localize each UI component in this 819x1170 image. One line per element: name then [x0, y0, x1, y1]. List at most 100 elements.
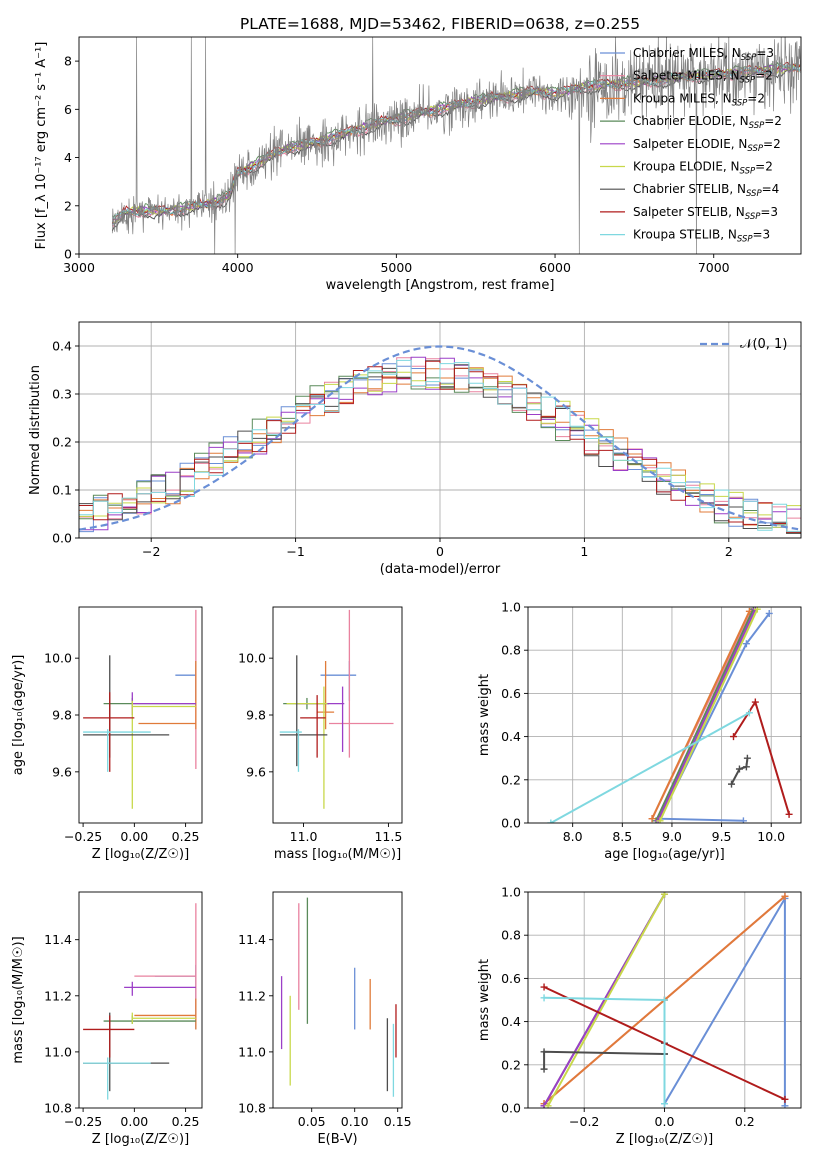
x-axis-label: wavelength [Angstrom, rest frame] [326, 278, 555, 293]
weight-marker [765, 609, 773, 617]
y-tick-label: 0.8 [501, 928, 521, 943]
errorbar-kroupa-elodie [131, 700, 196, 809]
errorbar-kroupa-miles [134, 998, 197, 1030]
x-tick-label: 11.5 [374, 829, 402, 844]
weight-marker [735, 765, 743, 773]
y-tick-label: 0.0 [52, 531, 72, 546]
y-tick-label: 0.0 [501, 1101, 521, 1116]
y-tick-label: 10.0 [44, 651, 72, 666]
weight-marker [656, 817, 664, 823]
x-tick-label: −0.2 [569, 1114, 599, 1129]
x-tick-label: 2 [725, 544, 733, 559]
y-tick-label: 1.0 [501, 600, 521, 615]
weight-line [651, 610, 751, 820]
x-tick-label: 9.5 [712, 829, 732, 844]
x-axis-label: mass [log₁₀(M/M☉)] [274, 847, 401, 862]
x-tick-label: 0.00 [120, 829, 148, 844]
y-tick-label: 0.4 [52, 339, 72, 354]
weight-marker [751, 698, 759, 706]
weight_vs_age-lines [547, 607, 793, 823]
weight-marker [540, 1048, 548, 1056]
errorbar-kroupa-elodie [131, 1012, 196, 1024]
weight-line [732, 699, 791, 815]
errorbar-salpeter-elodie [131, 692, 196, 715]
legend-label-salpeter-stelib: Salpeter STELIB, NSSP=3 [633, 205, 778, 222]
x-tick-label: 9.0 [662, 829, 682, 844]
weight-marker [781, 892, 789, 900]
x-tick-label: 3000 [63, 260, 95, 275]
x-tick-label: 0 [436, 544, 444, 559]
y-tick-label: 0.6 [501, 971, 521, 986]
data-layer [79, 37, 801, 1108]
series-chabrier-miles [661, 894, 789, 1108]
y-tick-label: 10.0 [238, 651, 266, 666]
x-tick-label: 5000 [380, 260, 412, 275]
y-tick-label: 0 [64, 247, 72, 262]
y-tick-label: 0.2 [52, 435, 72, 450]
errorbar-kroupa-stelib [83, 1057, 151, 1100]
age_vs_mass-points [279, 609, 394, 809]
weight-marker [661, 1100, 668, 1108]
x-tick-label: 0.05 [298, 1114, 326, 1129]
weight-line [657, 608, 757, 822]
y-tick-label: 10.8 [44, 1101, 72, 1116]
weight-marker [540, 994, 548, 1002]
errorbar-salpeter-elodie [124, 981, 196, 996]
y-axis-label: mass weight [477, 674, 492, 756]
weight-marker [729, 733, 737, 741]
mass_vs_Z-points [83, 903, 197, 1100]
weight-line [730, 758, 749, 785]
residuals-axes: −2 −1 0 1 2 0.0 0.1 0.2 0.3 0.4 (data-model)/error… [28, 321, 802, 577]
y-tick-label: 11.4 [238, 932, 266, 947]
y-tick-label: 11.0 [44, 1044, 72, 1059]
weight-marker [742, 640, 750, 648]
errorbar-kroupa-miles [317, 661, 335, 730]
series-kroupa-stelib [540, 994, 668, 1108]
x-tick-label: 0.15 [384, 1114, 412, 1129]
y-tick-label: 0.2 [501, 1057, 521, 1072]
weight-marker [781, 1102, 789, 1108]
legend-label-chabrier-miles: Chabrier MILES, NSSP=3 [633, 46, 774, 63]
axes-layer: 3000 4000 5000 6000 7000 0 2 4 6 8 wavelength [Ang… [11, 36, 802, 1147]
mass_vs_ebv-axes: 0.05 0.10 0.15 10.8 11.0 11.2 11.4 E(B-V) [238, 891, 412, 1147]
age_vs_Z-points [83, 609, 197, 809]
series-kroupa-elodie [544, 892, 668, 1108]
errorbar-salpeter-elodie [295, 686, 345, 752]
weight-marker [781, 1095, 789, 1103]
errorbar-salpeter-stelib [83, 1015, 135, 1058]
errorbar-salpeter-miles [329, 609, 394, 758]
x-tick-label: 0.25 [172, 829, 200, 844]
weight-marker [728, 780, 736, 788]
errorbar-chabrier-miles [175, 661, 197, 701]
y-tick-label: 4 [64, 150, 72, 165]
errorbar-kroupa-stelib [83, 729, 151, 772]
weight-line [663, 894, 786, 1106]
legend-label-salpeter-miles: Salpeter MILES, NSSP=2 [633, 69, 773, 86]
weight_vs_Z-axes: −0.2 0.0 0.2 0.0 0.2 0.4 0.6 0.8 1.0 Z [log₁₀(Z/Z… [477, 885, 802, 1147]
x-tick-label: 0.0 [655, 1114, 675, 1129]
weight-marker [547, 819, 555, 823]
x-tick-label: −0.25 [64, 1114, 102, 1129]
weight-line [658, 612, 770, 822]
y-axis-label: age [log₁₀(age/yr)] [11, 655, 26, 776]
x-tick-label: 11.0 [290, 829, 318, 844]
x-tick-label: 6000 [539, 260, 571, 275]
y-axis-label: Flux [f_λ 10⁻¹⁷ erg cm⁻² s⁻¹ A⁻¹] [34, 42, 49, 250]
y-axis-label: mass weight [477, 959, 492, 1041]
age_vs_Z-frame [78, 606, 203, 824]
y-axis-label: mass [log₁₀(M/M☉)] [11, 936, 26, 1063]
x-axis-label: Z [log₁₀(Z/Z☉)] [92, 1132, 189, 1147]
grid-layer [79, 322, 801, 1109]
weight-line [550, 711, 750, 823]
weight-marker [745, 709, 753, 717]
spectrum-axes: 3000 4000 5000 6000 7000 0 2 4 6 8 wavelength [Ang… [34, 36, 802, 293]
weight-marker [661, 996, 668, 1004]
legend-label-chabrier-stelib: Chabrier STELIB, NSSP=4 [633, 182, 779, 199]
series-chabrier-stelib [540, 1039, 668, 1073]
errorbar-chabrier-stelib [83, 1012, 170, 1092]
errorbar-chabrier-miles [154, 964, 197, 1030]
spectrum-series [111, 37, 801, 254]
errorbar-kroupa-miles [138, 661, 197, 730]
weight-line [659, 608, 759, 822]
mass_vs_ebv-frame [272, 891, 403, 1109]
